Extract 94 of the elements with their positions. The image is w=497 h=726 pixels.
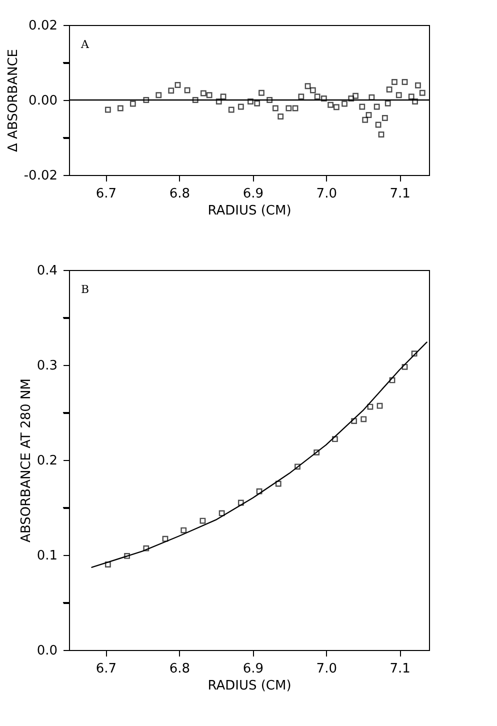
point: [238, 104, 244, 110]
point: [304, 83, 311, 90]
point: [333, 104, 340, 110]
point: [124, 553, 130, 559]
point: [351, 418, 358, 424]
point: [228, 106, 234, 113]
point: [168, 88, 174, 94]
point: [206, 92, 212, 98]
point: [402, 364, 408, 370]
point: [366, 112, 372, 118]
point: [298, 94, 304, 100]
point: [143, 97, 150, 103]
point: [310, 87, 316, 94]
point: [382, 115, 388, 121]
point: [294, 464, 300, 470]
x-tick-label: 7.0: [316, 186, 337, 202]
point: [320, 96, 327, 102]
point: [130, 100, 136, 107]
point: [238, 500, 244, 506]
point: [392, 79, 398, 85]
point: [180, 527, 187, 534]
point: [174, 82, 181, 88]
point: [342, 100, 348, 107]
point: [258, 90, 264, 96]
point: [408, 94, 414, 100]
point: [266, 97, 273, 103]
point: [104, 106, 111, 113]
y-tick-label: 0.4: [36, 264, 58, 278]
line-series: [91, 342, 428, 568]
point: [156, 92, 162, 98]
point: [184, 87, 190, 94]
point: [220, 94, 226, 100]
point: [378, 132, 384, 138]
point: [374, 104, 380, 110]
y-tick-label: 0.0: [36, 644, 58, 658]
point: [328, 102, 334, 108]
point: [360, 416, 367, 422]
point: [162, 536, 168, 542]
annotation: B: [81, 283, 90, 296]
point: [352, 92, 358, 99]
point: [332, 436, 338, 442]
point: [256, 488, 262, 494]
x-tick-label: 6.7: [96, 186, 117, 202]
point: [415, 82, 421, 88]
y-axis-title: ABSORBANCE AT 280 NM: [18, 378, 34, 542]
point: [218, 510, 225, 516]
x-tick-label: 6.8: [169, 186, 190, 202]
x-tick-label: 7.0: [316, 662, 337, 676]
x-tick-label: 6.9: [242, 186, 264, 202]
x-axis-title: RADIUS (CM): [208, 204, 292, 218]
x-tick-label: 7.1: [390, 186, 410, 202]
x-tick-label: 6.9: [242, 662, 264, 676]
x-axis-title: RADIUS (CM): [208, 678, 292, 694]
point: [248, 98, 254, 104]
point: [367, 404, 374, 410]
point: [375, 122, 382, 128]
x-tick-label: 6.8: [169, 662, 190, 676]
y-tick-label: 0.2: [36, 454, 58, 468]
y-tick-label: 0.02: [28, 18, 58, 34]
point: [143, 545, 150, 552]
point: [376, 402, 383, 409]
point: [359, 104, 366, 110]
point: [384, 100, 391, 106]
point: [411, 350, 418, 357]
point: [389, 377, 396, 384]
point: [419, 90, 426, 96]
x-tick-label: 7.1: [390, 662, 410, 676]
point: [412, 98, 418, 104]
point: [117, 105, 124, 112]
y-tick-label: 0.00: [28, 94, 58, 108]
y-tick-label: 0.1: [36, 548, 58, 564]
point: [272, 105, 278, 112]
point: [192, 97, 198, 103]
point: [348, 96, 354, 102]
annotation: A: [80, 38, 90, 51]
point: [314, 449, 320, 456]
y-axis-title: Δ ABSORBANCE: [6, 49, 21, 152]
point: [362, 116, 368, 123]
point: [396, 92, 402, 98]
point: [314, 94, 320, 100]
point: [286, 105, 292, 112]
point: [386, 86, 392, 92]
point: [275, 480, 282, 487]
point: [200, 518, 206, 524]
point: [216, 98, 222, 104]
y-tick-label: -0.02: [24, 168, 58, 184]
point: [104, 562, 111, 568]
point: [254, 100, 260, 106]
point: [278, 114, 284, 120]
point: [402, 79, 408, 85]
x-tick-label: 6.7: [96, 662, 117, 676]
y-tick-label: 0.3: [36, 358, 58, 374]
point: [292, 105, 298, 112]
point: [200, 90, 206, 96]
